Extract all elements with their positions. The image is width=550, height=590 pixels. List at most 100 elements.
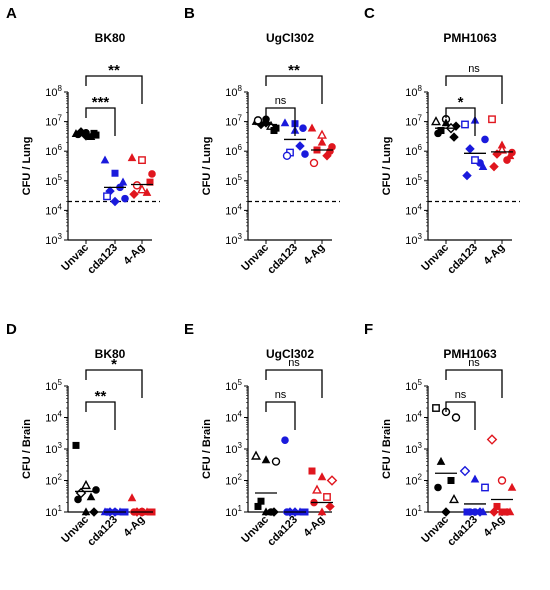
y-tick-label: 104 [225, 202, 242, 217]
data-point [307, 123, 317, 132]
chart-title: PMH1063 [443, 31, 497, 45]
data-point [81, 507, 91, 516]
y-tick-label: 108 [225, 84, 242, 99]
significance-label: * [458, 94, 464, 111]
data-point [505, 151, 515, 160]
significance-bracket [445, 401, 476, 430]
data-point [261, 507, 271, 516]
data-point [317, 472, 327, 481]
x-tick-label: 4-Ag [481, 514, 507, 540]
y-tick-label: 104 [45, 410, 62, 425]
x-tick-label: 4-Ag [121, 514, 147, 540]
y-tick-label: 105 [45, 378, 62, 393]
data-point [326, 147, 334, 155]
y-tick-label: 107 [45, 114, 62, 129]
data-point [100, 155, 110, 164]
data-point [326, 475, 338, 486]
data-point [434, 483, 442, 492]
panel-letter: A [6, 5, 17, 22]
chart-title: UgCl302 [266, 31, 314, 45]
data-point [436, 456, 446, 465]
data-point [148, 170, 156, 178]
y-tick-label: 107 [225, 114, 242, 129]
data-point [129, 189, 139, 200]
y-tick-label: 104 [405, 410, 422, 425]
data-point [127, 153, 137, 162]
significance-label: ns [288, 357, 300, 369]
data-point [301, 150, 309, 158]
data-point [441, 118, 451, 127]
panel-letter: D [6, 321, 17, 338]
data-point [489, 507, 499, 517]
x-tick-label: cda123 [85, 514, 120, 549]
x-tick-label: cda123 [85, 242, 120, 277]
y-tick-label: 105 [45, 173, 62, 188]
y-tick-label: 103 [405, 441, 422, 456]
data-point [462, 170, 472, 181]
y-axis-label: CFU / Brain [21, 419, 33, 479]
y-tick-label: 103 [225, 441, 242, 456]
significance-label: ns [275, 389, 287, 401]
data-point [489, 161, 499, 172]
panel-letter: B [184, 5, 195, 22]
data-point [481, 483, 489, 492]
significance-label: ns [468, 63, 480, 75]
y-tick-label: 101 [225, 504, 242, 519]
y-tick-label: 106 [405, 143, 422, 158]
data-point [309, 158, 319, 168]
significance-bracket [445, 75, 503, 104]
chart-title: PMH1063 [443, 347, 497, 361]
y-tick-label: 108 [405, 84, 422, 99]
x-tick-label: 4-Ag [301, 514, 327, 540]
data-point [269, 507, 279, 517]
panel-letter: E [184, 321, 194, 338]
y-tick-label: 105 [405, 173, 422, 188]
data-point [146, 178, 154, 186]
data-point [505, 507, 515, 516]
data-point [507, 482, 517, 491]
data-point [451, 121, 461, 131]
data-point [92, 486, 100, 494]
panel-letter: C [364, 5, 375, 22]
chart-title: UgCl302 [266, 347, 314, 361]
data-point [431, 116, 441, 126]
data-point [138, 156, 146, 165]
y-tick-label: 102 [405, 473, 422, 488]
y-tick-label: 101 [45, 504, 62, 519]
significance-bracket [265, 75, 323, 104]
y-tick-label: 104 [405, 202, 422, 217]
data-point [449, 493, 459, 504]
significance-label: ns [455, 389, 467, 401]
data-point [317, 137, 327, 146]
y-tick-label: 103 [45, 441, 62, 456]
data-point [461, 120, 469, 129]
data-point [312, 484, 322, 494]
x-tick-label: 4-Ag [121, 242, 147, 268]
chart-title: BK80 [95, 31, 126, 45]
y-axis-label: CFU / Brain [381, 419, 393, 479]
significance-label: ** [288, 62, 300, 79]
y-tick-label: 107 [405, 114, 422, 129]
significance-bracket [85, 75, 143, 104]
data-point [103, 192, 111, 201]
y-axis-label: CFU / Lung [201, 137, 213, 196]
data-point [118, 177, 128, 186]
data-point [132, 181, 142, 190]
significance-bracket [265, 401, 296, 430]
data-point [86, 492, 96, 501]
data-point [295, 141, 305, 151]
data-point [121, 194, 129, 203]
x-tick-label: 4-Ag [481, 242, 507, 268]
data-point [299, 124, 307, 132]
data-point [465, 144, 475, 154]
y-axis-label: CFU / Lung [381, 137, 393, 196]
y-tick-label: 104 [45, 202, 62, 217]
data-point [451, 413, 461, 422]
data-point [110, 196, 120, 207]
data-point [497, 476, 507, 485]
data-point [325, 501, 335, 512]
